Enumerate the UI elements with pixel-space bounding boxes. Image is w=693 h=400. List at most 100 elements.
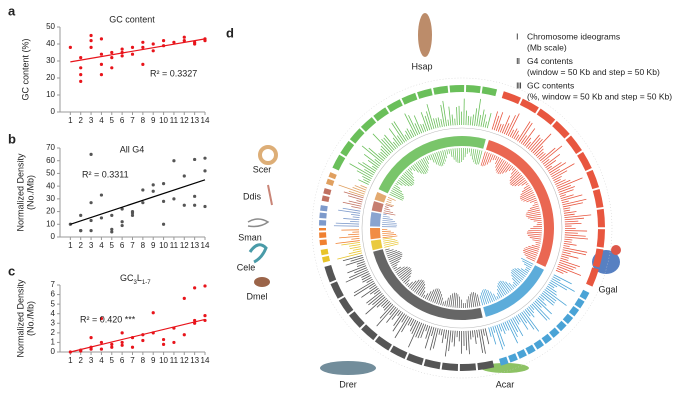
- gc-band: [370, 228, 381, 240]
- ideogram: [320, 248, 329, 256]
- x-tick-label: 9: [151, 356, 156, 365]
- x-tick-label: 8: [141, 356, 146, 365]
- x-tick-label: 9: [151, 241, 156, 250]
- ideogram: [592, 248, 604, 268]
- g4-spike: [342, 207, 361, 212]
- point: [151, 183, 155, 187]
- point: [172, 40, 176, 44]
- g4-spike: [525, 141, 532, 148]
- g4-spike: [519, 312, 527, 324]
- x-tick-label: 10: [159, 116, 168, 125]
- g4-spike: [353, 280, 374, 294]
- g4-spike: [447, 119, 450, 126]
- y-tick-label: 2: [51, 328, 56, 337]
- g4-spike: [474, 330, 477, 345]
- gc-spike: [472, 292, 477, 307]
- gc-spike: [394, 266, 402, 272]
- ideogram: [319, 228, 327, 231]
- y-tick-label: 70: [46, 143, 55, 152]
- g4-spike: [531, 303, 548, 321]
- gc-spike: [382, 235, 398, 239]
- y-axis-label: Normalized Density: [15, 153, 25, 232]
- point: [68, 45, 72, 50]
- gc-spike: [531, 245, 540, 248]
- y-tick-label: 30: [46, 194, 55, 203]
- g4-spike: [534, 145, 544, 155]
- g4-spike: [352, 216, 360, 218]
- g4-spike: [371, 165, 378, 170]
- g4-spike: [431, 326, 435, 337]
- g4-spike: [356, 170, 372, 180]
- x-tick-label: 2: [78, 241, 83, 250]
- g4-spike: [539, 147, 556, 162]
- g4-spike: [448, 330, 452, 352]
- gc-spike: [527, 215, 542, 219]
- gc-spike: [481, 290, 488, 305]
- g4-spike: [488, 327, 492, 337]
- legend-text: G4 contents: [527, 56, 573, 66]
- g4-spike: [424, 326, 433, 349]
- ring: [311, 77, 613, 379]
- g4-spike: [480, 329, 486, 354]
- g4-spike: [383, 137, 395, 151]
- x-tick-label: 3: [89, 116, 94, 125]
- g4-spike: [492, 326, 496, 333]
- x-tick-label: 14: [201, 356, 210, 365]
- point: [193, 42, 197, 46]
- g4-spike: [409, 318, 415, 327]
- gc-spike: [525, 247, 539, 252]
- g4-spike: [557, 265, 582, 276]
- point: [151, 49, 155, 53]
- annotation: R² = 0.3311: [82, 169, 129, 179]
- g4-spike: [432, 328, 439, 349]
- gc-spike: [478, 150, 483, 165]
- ideogram: [361, 324, 378, 341]
- x-tick-label: 5: [110, 241, 115, 250]
- gc-spike: [383, 240, 398, 244]
- gc-spike: [524, 268, 530, 272]
- gc-spike: [517, 179, 527, 187]
- gc-spike: [397, 179, 407, 187]
- point: [89, 201, 93, 205]
- g4-spike: [563, 211, 577, 214]
- gc-spike: [512, 284, 516, 288]
- gc-spike: [523, 263, 532, 269]
- ideogram: [319, 232, 327, 238]
- g4-spike: [538, 153, 546, 160]
- point: [182, 333, 186, 337]
- g4-spike: [564, 230, 588, 232]
- y-tick-label: 30: [46, 56, 55, 65]
- g4-spike: [444, 329, 447, 339]
- g4-spike: [494, 325, 504, 350]
- g4-spike: [335, 240, 360, 244]
- species-label: Sman: [238, 232, 262, 242]
- gc-spike: [526, 233, 542, 236]
- gc-spike: [452, 292, 455, 308]
- g4-spike: [363, 179, 370, 183]
- g4-spike: [350, 257, 364, 262]
- g4-spike: [456, 107, 458, 126]
- gc-spike: [495, 158, 503, 171]
- species-label: Hsap: [411, 61, 432, 71]
- g4-spike: [349, 163, 373, 178]
- gc-spike: [387, 252, 402, 259]
- g4-spike: [407, 317, 413, 326]
- g4-spike: [369, 287, 379, 295]
- point: [203, 314, 207, 318]
- gc-spike: [485, 289, 491, 303]
- g4-spike: [440, 118, 443, 127]
- gc-spike: [417, 161, 427, 174]
- g4-spike: [512, 317, 524, 337]
- g4-spike: [372, 294, 385, 306]
- g4-spike: [429, 327, 437, 351]
- gc-spike: [494, 156, 500, 165]
- gc-spike: [509, 173, 521, 184]
- gc-spike: [474, 149, 479, 164]
- g4-spike: [372, 133, 392, 154]
- ideogram: [386, 99, 403, 113]
- g4-spike: [551, 163, 575, 178]
- gc-spike: [382, 217, 393, 220]
- g4-spike: [361, 145, 383, 163]
- g4-spike: [469, 116, 472, 126]
- g4-spike: [353, 282, 376, 297]
